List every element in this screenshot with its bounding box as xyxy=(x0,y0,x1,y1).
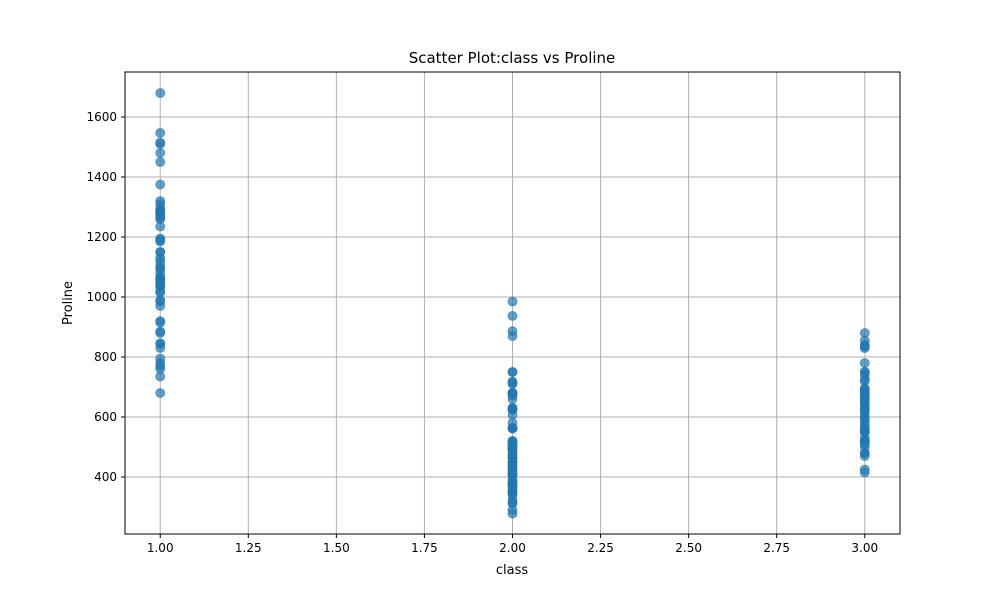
data-point xyxy=(507,443,518,454)
x-tick-label: 2.50 xyxy=(675,541,702,555)
y-tick-label: 1600 xyxy=(86,110,117,124)
x-axis-ticks: 1.00 1.25 1.50 1.75 2.00 2.25 2.50 2.75 3.00 xyxy=(147,534,878,555)
data-point xyxy=(507,461,518,472)
data-point xyxy=(155,388,166,398)
data-point xyxy=(155,179,166,190)
y-tick-label: 400 xyxy=(94,470,117,484)
data-point xyxy=(859,407,870,418)
data-point xyxy=(155,343,166,353)
data-point xyxy=(859,464,870,475)
data-point xyxy=(507,469,518,480)
y-tick-label: 1200 xyxy=(86,230,117,244)
y-tick-label: 800 xyxy=(94,350,117,364)
data-point xyxy=(155,235,166,245)
chart-title: Scatter Plot:class vs Proline xyxy=(409,49,616,67)
data-point xyxy=(859,358,870,368)
x-tick-label: 1.75 xyxy=(411,541,438,555)
x-tick-label: 1.25 xyxy=(235,541,262,555)
y-axis-label: Proline xyxy=(61,281,76,325)
data-point xyxy=(507,296,518,307)
data-point xyxy=(507,418,518,428)
data-point xyxy=(155,88,166,98)
x-tick-label: 3.00 xyxy=(851,541,878,555)
data-point xyxy=(155,301,166,311)
x-tick-label: 1.00 xyxy=(147,541,174,555)
x-tick-label: 1.50 xyxy=(323,541,350,555)
data-point xyxy=(155,364,166,374)
data-point xyxy=(155,137,166,148)
data-point xyxy=(155,157,166,167)
y-axis-ticks: 400 600 800 1000 1200 1400 1600 xyxy=(86,110,125,484)
data-point xyxy=(507,404,518,415)
y-tick-label: 1000 xyxy=(86,290,117,304)
data-point xyxy=(507,452,518,463)
data-point xyxy=(859,340,870,350)
data-point xyxy=(859,439,870,449)
data-point xyxy=(155,256,166,266)
data-point xyxy=(859,394,870,404)
data-point xyxy=(155,274,166,284)
data-point xyxy=(859,328,870,338)
y-tick-label: 600 xyxy=(94,410,117,424)
data-points xyxy=(155,88,870,519)
data-point xyxy=(155,247,166,257)
data-point xyxy=(859,451,870,461)
data-point xyxy=(507,489,518,500)
x-tick-label: 2.00 xyxy=(499,541,526,555)
data-point xyxy=(859,427,870,437)
data-point xyxy=(507,388,518,398)
x-tick-label: 2.25 xyxy=(587,541,614,555)
data-point xyxy=(155,326,166,337)
x-tick-label: 2.75 xyxy=(763,541,790,555)
data-point xyxy=(507,326,518,337)
x-axis-label: class xyxy=(496,563,528,578)
data-point xyxy=(155,148,166,158)
data-point xyxy=(507,367,518,377)
y-tick-label: 1400 xyxy=(86,170,117,184)
data-point xyxy=(155,127,166,138)
data-point xyxy=(155,206,166,217)
data-point xyxy=(155,353,166,364)
data-point xyxy=(859,367,870,377)
data-point xyxy=(155,316,166,326)
data-point xyxy=(507,379,518,389)
data-point xyxy=(507,310,518,321)
